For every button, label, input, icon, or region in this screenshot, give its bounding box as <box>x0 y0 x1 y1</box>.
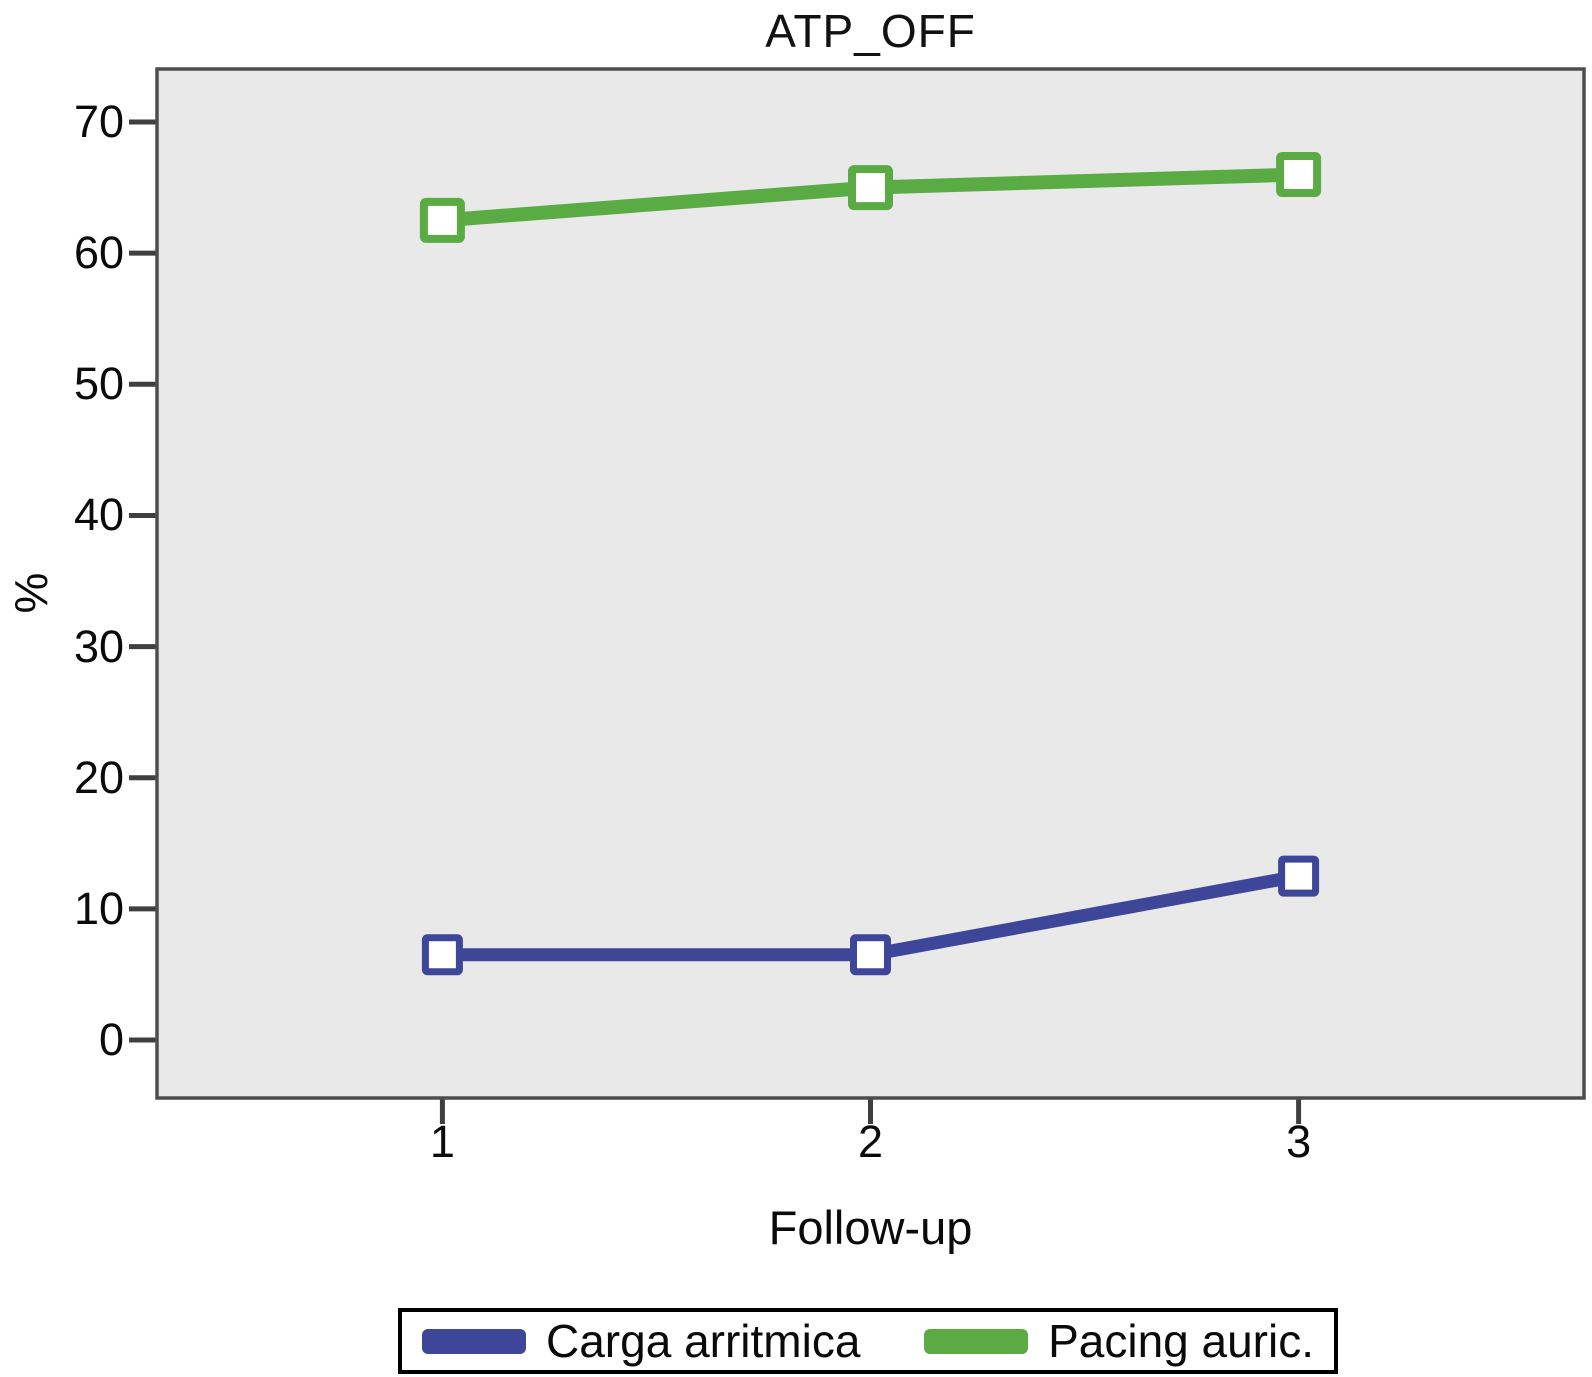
legend-label-pacing-auric: Pacing auric. <box>1048 1315 1314 1367</box>
chart-title: ATP_OFF <box>765 5 976 57</box>
x-tick-label: 1 <box>429 1116 455 1167</box>
series-marker-pacing-auric <box>1276 151 1322 197</box>
legend: Carga arritmica Pacing auric. <box>398 1308 1338 1374</box>
series-marker-carga-arritmica <box>421 934 463 976</box>
y-tick-label: 10 <box>73 882 124 934</box>
legend-swatch-pacing-auric <box>924 1328 1029 1354</box>
y-tick-label: 50 <box>73 358 124 410</box>
series-marker-pacing-auric <box>419 197 465 243</box>
y-tick-label: 20 <box>73 751 124 803</box>
y-tick-label: 30 <box>73 620 124 672</box>
plot-background <box>157 69 1584 1098</box>
series-marker-carga-arritmica <box>850 934 891 976</box>
y-tick-label: 60 <box>73 227 124 279</box>
x-axis-title: Follow-up <box>768 1201 973 1254</box>
legend-item-carga-arritmica: Carga arritmica <box>422 1314 860 1368</box>
series-marker-carga-arritmica <box>1278 855 1320 897</box>
x-tick-label: 2 <box>857 1116 884 1167</box>
x-tick-label: 3 <box>1286 1116 1312 1167</box>
y-tick-label: 40 <box>73 489 124 541</box>
plot-border <box>155 67 1586 1100</box>
y-axis-title: % <box>5 572 57 614</box>
y-tick-label: 0 <box>98 1014 124 1065</box>
series-marker-pacing-auric <box>848 165 893 211</box>
y-tick-label: 70 <box>73 96 124 148</box>
legend-label-carga-arritmica: Carga arritmica <box>546 1315 861 1367</box>
legend-item-pacing-auric: Pacing auric. <box>924 1314 1314 1368</box>
legend-swatch-carga-arritmica <box>422 1328 526 1354</box>
